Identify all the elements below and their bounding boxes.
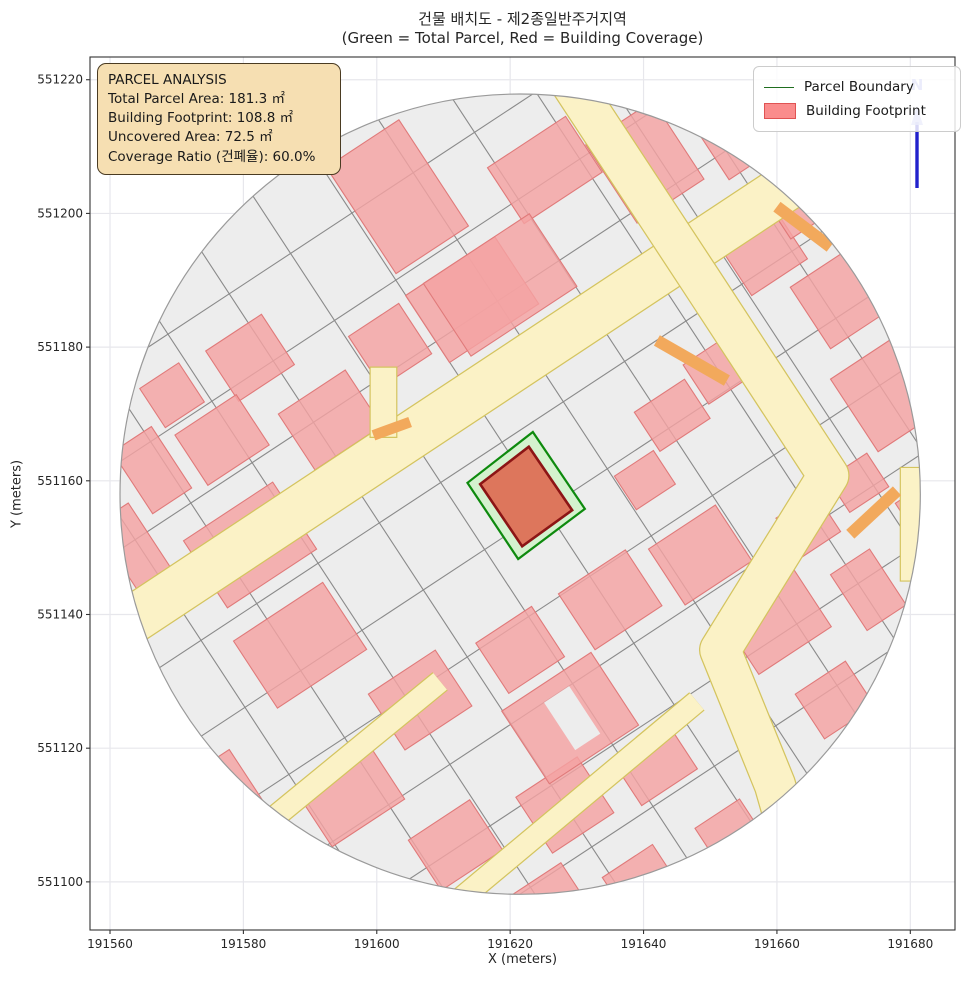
building-footprint [232, 581, 368, 709]
y-tick-label: 551120 [37, 741, 83, 755]
parcel-boundary-line [120, 94, 687, 449]
road [449, 693, 704, 895]
building-footprint [422, 213, 578, 357]
road [536, 94, 849, 868]
y-tick-label: 551220 [37, 73, 83, 87]
road [369, 366, 398, 438]
x-tick-label: 191600 [354, 937, 400, 951]
building-footprint [827, 452, 890, 514]
building-courtyard [544, 686, 601, 751]
analysis-title: PARCEL ANALYSIS [108, 72, 227, 88]
analysis-uncovered-area: Uncovered Area: 72.5 ㎡ [108, 129, 273, 146]
x-tick-label: 191620 [487, 937, 533, 951]
x-tick-label: 191580 [220, 937, 266, 951]
building-footprint [325, 119, 470, 275]
building-footprint [138, 362, 206, 429]
plot-frame [89, 56, 956, 931]
legend-item-building-footprint: Building Footprint [764, 99, 950, 123]
target-building [478, 444, 574, 549]
x-tick-label: 191680 [887, 937, 933, 951]
parcel-boundary-line [357, 545, 921, 895]
building-footprint [260, 835, 336, 895]
building-footprint [633, 378, 711, 453]
building-footprint [498, 861, 591, 895]
chart-subtitle: (Green = Total Parcel, Red = Building Co… [341, 29, 704, 47]
legend: Parcel Boundary Building Footprint [753, 66, 961, 132]
x-axis-label: X (meters) [487, 952, 558, 967]
parcel-boundary-line [120, 338, 458, 895]
sidewalk-strip [773, 201, 834, 252]
building-footprint [174, 393, 270, 487]
building-footprint [829, 337, 921, 453]
analysis-building-footprint: Building Footprint: 108.8 ㎡ [108, 110, 294, 127]
x-tick-label: 191640 [621, 937, 667, 951]
building-footprint [475, 605, 566, 695]
y-axis-label: Y (meters) [9, 459, 25, 529]
y-tick-label: 551160 [37, 474, 83, 488]
y-tick-label: 551100 [37, 875, 83, 889]
x-tick-label: 191560 [87, 937, 133, 951]
parcel-boundary-line-key [764, 86, 794, 88]
sidewalk-strip [371, 416, 412, 441]
legend-item-parcel-boundary: Parcel Boundary [764, 75, 950, 99]
sidewalk-strip [653, 335, 730, 386]
building-footprint [486, 115, 603, 225]
building-footprint [204, 313, 296, 403]
building-footprint [401, 893, 470, 895]
building-footprint [613, 449, 677, 511]
building-footprint-patch-key [764, 103, 796, 119]
map-boundary-circle [119, 93, 921, 895]
chart-title: 건물 배치도 - 제2종일반주거지역 [418, 10, 627, 28]
y-tick-label: 551180 [37, 340, 83, 354]
x-tick-label: 191660 [754, 937, 800, 951]
y-tick-label: 551140 [37, 607, 83, 621]
analysis-coverage-ratio: Coverage Ratio (건폐율): 60.0% [108, 148, 316, 165]
legend-label: Building Footprint [806, 103, 926, 119]
building-footprint [120, 425, 193, 515]
legend-label: Parcel Boundary [804, 79, 914, 95]
parcel-analysis-box: PARCEL ANALYSIS Total Parcel Area: 181.3… [97, 63, 341, 175]
parcel-boundary-line [120, 261, 575, 895]
sidewalk-strip [846, 486, 902, 539]
building-footprint [557, 549, 663, 651]
analysis-total-area: Total Parcel Area: 181.3 ㎡ [108, 91, 285, 108]
y-tick-label: 551200 [37, 206, 83, 220]
